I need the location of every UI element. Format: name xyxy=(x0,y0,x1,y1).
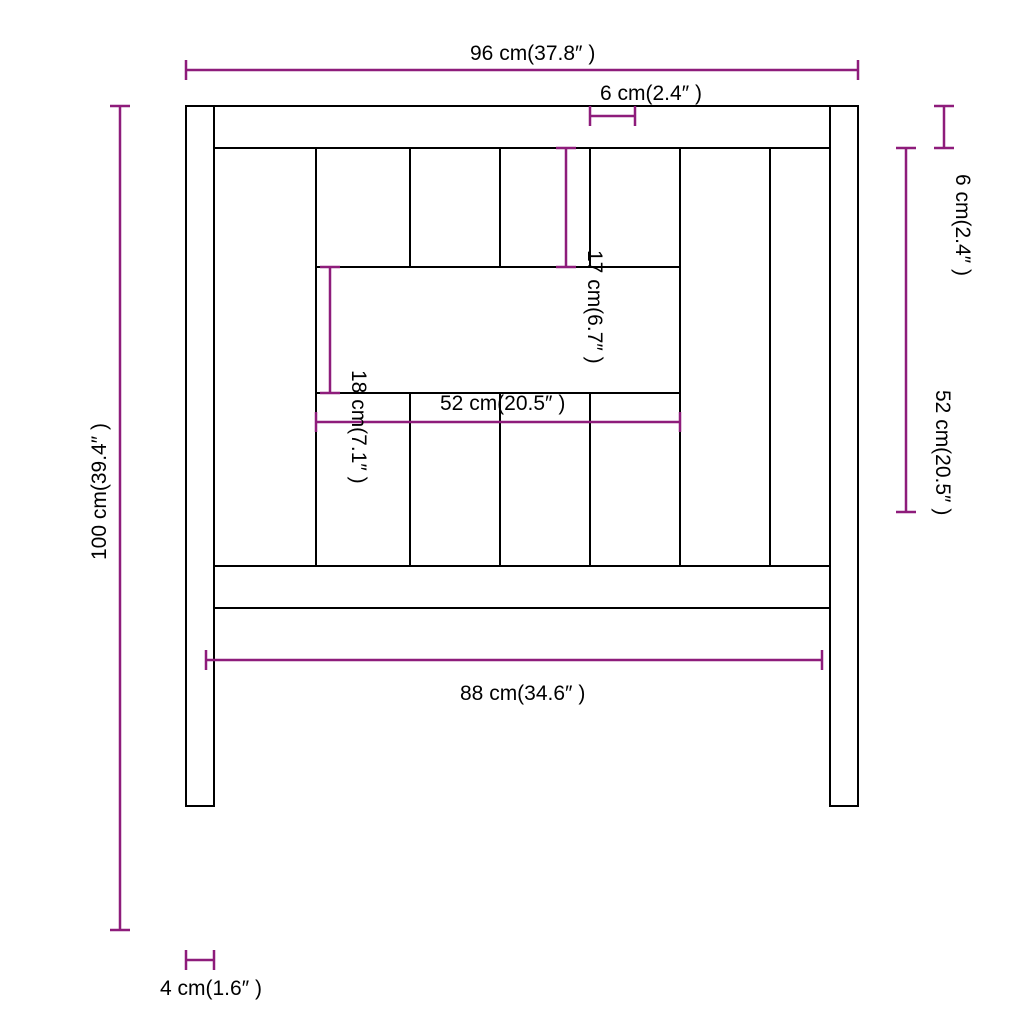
dim-rail_h: 6 cm(2.4″ ) xyxy=(934,106,974,276)
dim-w_total: 96 cm(37.8″ ) xyxy=(186,42,858,80)
dim-gap_h_out: 18 cm(7.1″ ) xyxy=(320,267,370,484)
dimensions: 96 cm(37.8″ )6 cm(2.4″ )52 cm(20.5″ )88 … xyxy=(88,42,974,1000)
dim-label-inner_w: 88 cm(34.6″ ) xyxy=(460,682,585,705)
dim-label-w_total: 96 cm(37.8″ ) xyxy=(470,42,595,65)
dim-inner_w: 88 cm(34.6″ ) xyxy=(206,650,822,705)
dim-label-h_total: 100 cm(39.4″ ) xyxy=(88,423,111,560)
dim-label-gap_h_out: 18 cm(7.1″ ) xyxy=(347,370,370,484)
dim-label-slat_w: 6 cm(2.4″ ) xyxy=(600,82,702,105)
dim-slat_w: 6 cm(2.4″ ) xyxy=(590,82,702,126)
dim-label-gap_h_in: 17 cm(6.7″ ) xyxy=(583,250,606,364)
dim-label-panel_h: 52 cm(20.5″ ) xyxy=(931,390,954,515)
dim-h_total: 100 cm(39.4″ ) xyxy=(88,106,130,930)
dim-post_w: 4 cm(1.6″ ) xyxy=(160,950,262,1000)
dim-label-gap_w: 52 cm(20.5″ ) xyxy=(440,392,565,415)
dim-gap_h_in: 17 cm(6.7″ ) xyxy=(556,148,606,364)
dim-panel_h: 52 cm(20.5″ ) xyxy=(896,148,954,515)
dim-label-rail_h: 6 cm(2.4″ ) xyxy=(951,174,974,276)
dim-label-post_w: 4 cm(1.6″ ) xyxy=(160,977,262,1000)
